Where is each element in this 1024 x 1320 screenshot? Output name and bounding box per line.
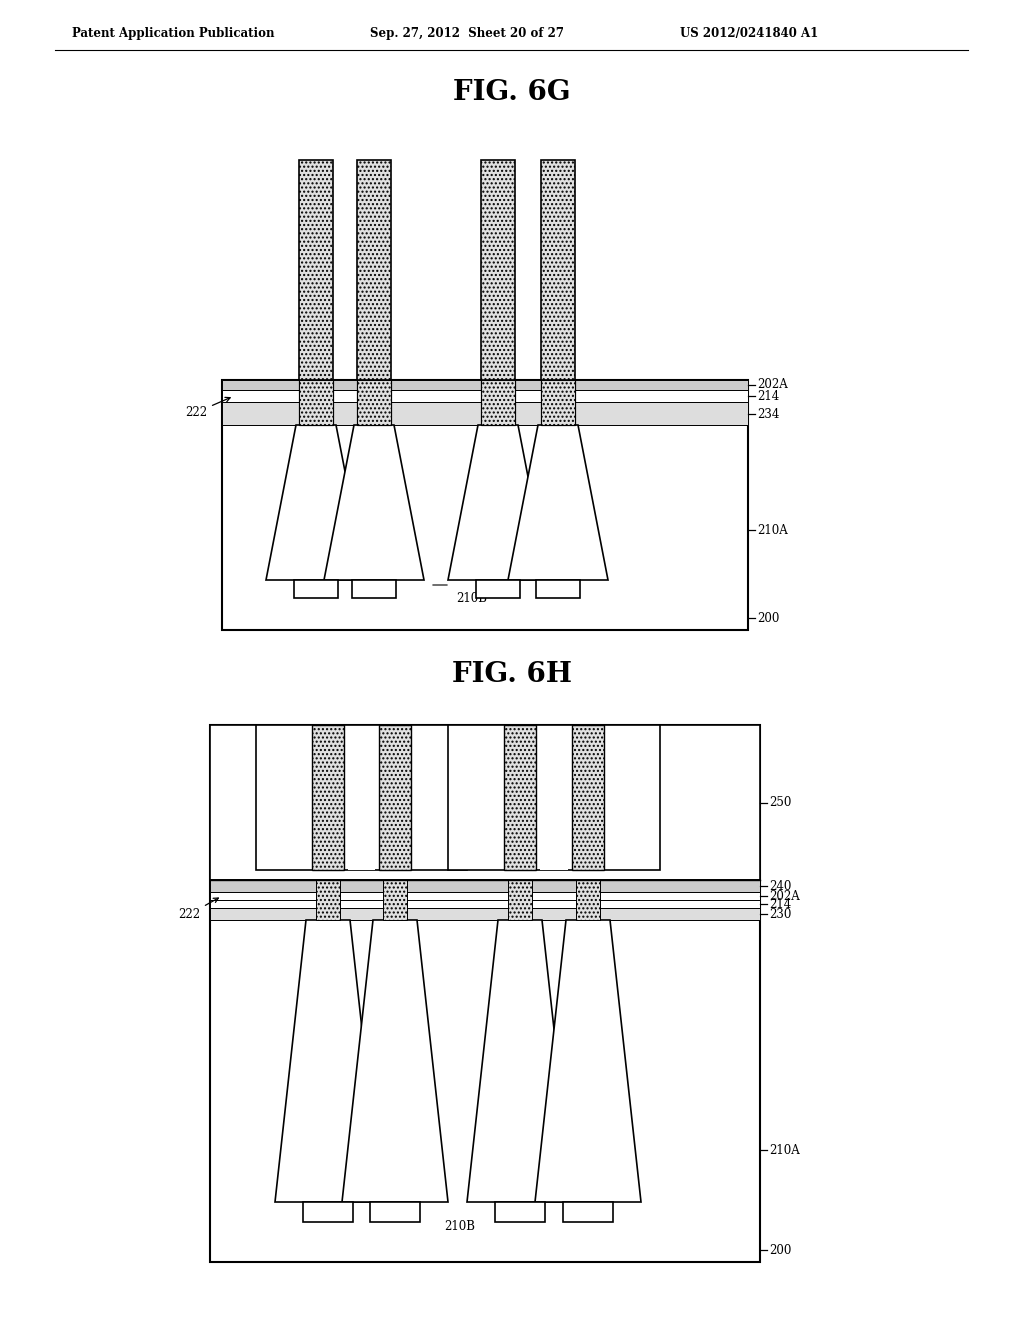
Bar (222, 380, 748, 425)
Bar (210, 908, 760, 920)
Bar (508, 880, 532, 920)
Polygon shape (535, 920, 641, 1203)
Bar (316, 880, 340, 920)
Polygon shape (342, 920, 449, 1203)
Bar (357, 160, 391, 380)
Bar (352, 579, 396, 598)
Polygon shape (266, 425, 366, 579)
Text: 214: 214 (769, 898, 792, 911)
Bar (504, 725, 536, 870)
Bar (357, 380, 391, 425)
Text: 250: 250 (769, 796, 792, 809)
Text: US 2012/0241840 A1: US 2012/0241840 A1 (680, 28, 818, 41)
Text: 210A: 210A (757, 524, 787, 536)
Bar (222, 380, 748, 630)
Bar (299, 380, 333, 425)
Text: 222: 222 (178, 898, 218, 921)
Bar (222, 389, 748, 403)
Bar (222, 380, 748, 389)
Text: 202A: 202A (757, 379, 787, 392)
Bar (316, 880, 340, 920)
Bar (256, 725, 467, 870)
Bar (575, 880, 600, 920)
Text: 210A: 210A (769, 1143, 800, 1156)
Bar (495, 1203, 545, 1222)
Text: 210B: 210B (457, 591, 487, 605)
Bar (210, 725, 760, 880)
Polygon shape (449, 425, 548, 579)
Text: 234: 234 (757, 408, 779, 421)
Text: FIG. 6G: FIG. 6G (454, 78, 570, 106)
Text: 202A: 202A (769, 890, 800, 903)
Bar (481, 380, 515, 425)
Bar (540, 750, 568, 870)
Bar (476, 579, 520, 598)
Bar (541, 380, 575, 425)
Bar (370, 1203, 420, 1222)
Bar (299, 380, 333, 425)
Bar (222, 403, 748, 425)
Text: 200A: 200A (515, 1172, 543, 1180)
Bar (383, 880, 407, 920)
Bar (481, 380, 515, 425)
Polygon shape (508, 425, 608, 579)
Bar (210, 880, 760, 892)
Bar (348, 750, 375, 870)
Bar (572, 725, 604, 870)
Bar (312, 725, 344, 870)
Text: 200: 200 (757, 611, 779, 624)
Text: Patent Application Publication: Patent Application Publication (72, 28, 274, 41)
Bar (541, 380, 575, 425)
Bar (303, 1203, 353, 1222)
Bar (536, 579, 580, 598)
Text: 200: 200 (769, 1243, 792, 1257)
Bar (299, 160, 333, 380)
Text: 240: 240 (769, 879, 792, 892)
Bar (294, 579, 338, 598)
Bar (383, 880, 407, 920)
Bar (357, 380, 391, 425)
Bar (210, 892, 760, 900)
Bar (210, 725, 760, 1262)
Bar (210, 900, 760, 908)
Text: 214: 214 (757, 389, 779, 403)
Text: 230: 230 (769, 908, 792, 920)
Bar (563, 1203, 613, 1222)
Bar (379, 725, 411, 870)
Bar (541, 160, 575, 380)
Text: 200A: 200A (493, 550, 520, 560)
Bar (481, 160, 515, 380)
Bar (449, 725, 660, 870)
Text: FIG. 6H: FIG. 6H (452, 661, 572, 689)
Polygon shape (275, 920, 381, 1203)
Bar (210, 880, 760, 920)
Text: Sep. 27, 2012  Sheet 20 of 27: Sep. 27, 2012 Sheet 20 of 27 (370, 28, 564, 41)
Text: 222: 222 (185, 397, 230, 418)
Polygon shape (467, 920, 573, 1203)
Bar (508, 880, 532, 920)
Polygon shape (324, 425, 424, 579)
Text: 210B: 210B (444, 1221, 475, 1233)
Bar (575, 880, 600, 920)
